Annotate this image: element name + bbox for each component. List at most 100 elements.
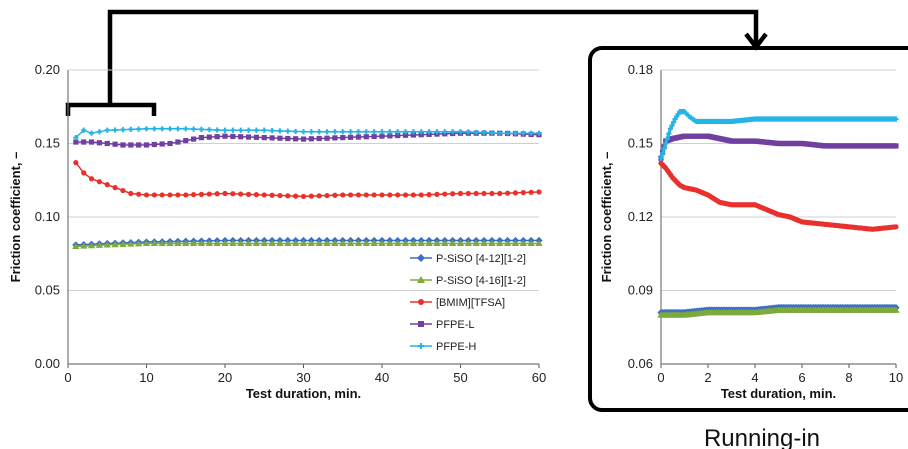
data-point — [340, 192, 346, 198]
data-point — [206, 191, 212, 197]
data-point — [166, 239, 174, 247]
data-point — [96, 129, 102, 135]
data-point — [103, 241, 111, 248]
data-point — [159, 192, 165, 198]
data-point — [214, 134, 220, 140]
data-point — [527, 239, 535, 247]
data-point — [269, 135, 275, 141]
data-point — [245, 127, 252, 133]
data-point — [348, 129, 354, 135]
data-point — [512, 190, 519, 196]
data-point — [128, 142, 134, 148]
data-point — [119, 240, 127, 247]
data-point — [512, 130, 519, 136]
data-point — [395, 192, 401, 198]
x-tick-label: 0 — [657, 370, 664, 385]
data-point — [300, 193, 307, 200]
data-point — [379, 133, 385, 139]
data-point — [183, 126, 189, 132]
data-point — [81, 127, 87, 133]
data-point — [175, 126, 181, 132]
data-point — [222, 127, 228, 133]
data-point — [433, 239, 441, 247]
x-tick-label: 60 — [532, 370, 546, 385]
data-point — [332, 192, 338, 198]
data-point — [362, 239, 370, 247]
x-tick-label: 6 — [798, 370, 805, 385]
data-point — [136, 142, 142, 148]
data-point — [191, 192, 197, 198]
data-point — [511, 239, 520, 247]
data-point — [332, 129, 338, 135]
bracket — [65, 102, 157, 116]
legend-swatch-marker — [418, 343, 424, 349]
data-point — [434, 191, 440, 197]
data-point — [363, 192, 369, 198]
data-point — [481, 190, 487, 197]
data-point — [150, 239, 158, 247]
x-tick-label: 30 — [296, 370, 310, 385]
data-point — [370, 239, 378, 247]
data-point — [340, 135, 346, 141]
data-point — [669, 122, 675, 129]
data-point — [277, 135, 283, 141]
legend-swatch-marker — [417, 254, 425, 262]
data-point — [425, 239, 433, 247]
data-point — [88, 139, 95, 145]
data-point — [324, 135, 330, 141]
legend: P-SiSO [4-12][1-2] P-SiSO [4-16][1-2] [BMI… — [410, 253, 526, 353]
data-point — [167, 192, 173, 198]
data-point — [198, 191, 205, 197]
data-point — [143, 142, 150, 148]
x-tick-label: 40 — [375, 370, 389, 385]
data-point — [72, 242, 80, 249]
data-point — [167, 126, 173, 132]
data-point — [104, 140, 110, 147]
series-line — [659, 162, 897, 231]
data-point — [292, 239, 300, 247]
data-point — [441, 239, 449, 247]
data-point — [418, 132, 424, 138]
data-point — [520, 130, 526, 136]
data-point — [402, 192, 409, 198]
legend-entry: P-SiSO [4-16][1-2] — [436, 275, 526, 287]
legend-swatch-marker — [418, 321, 424, 327]
data-point — [417, 239, 425, 247]
data-point — [284, 239, 292, 247]
data-point — [426, 129, 432, 135]
data-point — [450, 191, 456, 197]
data-point — [410, 132, 416, 138]
data-point — [253, 192, 259, 198]
data-point — [456, 239, 465, 247]
data-point — [481, 130, 487, 136]
data-point — [394, 239, 402, 247]
y-tick-label: 0.10 — [35, 209, 60, 224]
data-point — [136, 191, 142, 197]
main-chart: 0.00 0.05 0.10 0.15 0.20 0 10 20 30 40 50 60 Test du… — [8, 62, 546, 401]
series-p-siso-4-16-1-2 — [657, 306, 900, 318]
data-point — [387, 133, 393, 139]
data-point — [245, 191, 252, 197]
data-point — [536, 189, 542, 195]
data-point — [308, 193, 314, 199]
data-point — [340, 129, 346, 135]
data-point — [379, 192, 385, 198]
data-point — [214, 127, 220, 133]
data-point — [151, 141, 157, 148]
data-point — [136, 126, 142, 132]
data-point — [387, 192, 393, 198]
data-point — [332, 135, 338, 141]
inset-chart: 0.06 0.09 0.12 0.15 0.18 0 2 4 6 8 10 Test duration… — [599, 62, 903, 401]
data-point — [536, 130, 542, 136]
data-point — [354, 239, 363, 247]
data-point — [402, 132, 409, 138]
data-point — [395, 129, 401, 135]
legend-swatch-marker — [418, 299, 424, 305]
data-point — [528, 130, 534, 136]
data-point — [88, 176, 95, 182]
legend-entry: [BMIM][TFSA] — [436, 297, 505, 309]
data-point — [371, 129, 377, 135]
y-tick-label: 0.05 — [35, 283, 60, 298]
legend-entry: PFPE-L — [436, 319, 475, 331]
data-point — [96, 179, 102, 185]
